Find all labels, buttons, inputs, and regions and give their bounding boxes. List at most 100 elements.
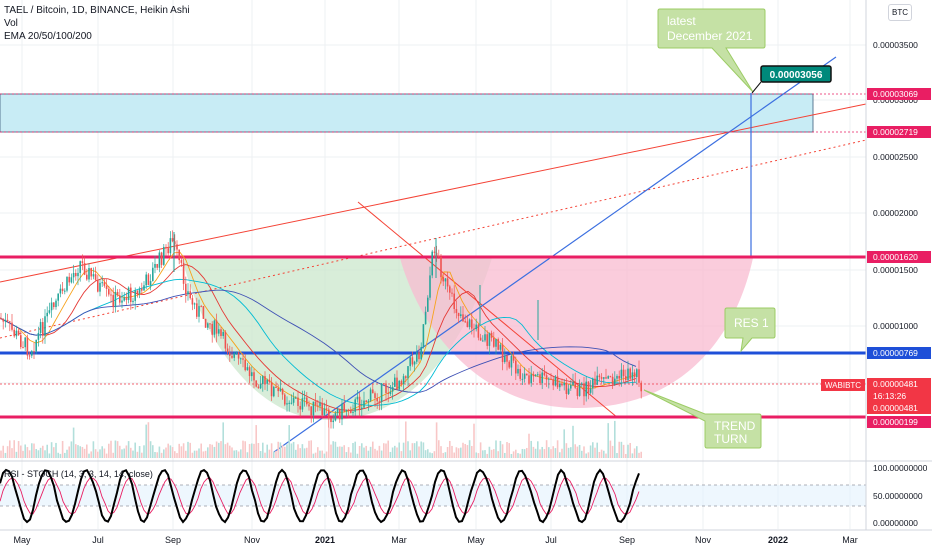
volume-bar [134,443,136,458]
volume-bar [590,445,592,458]
volume-bar [623,445,625,458]
volume-bar [640,452,642,458]
candle-body [440,257,442,277]
volume-bar [618,442,620,458]
candle-body [357,397,359,400]
rsi-axis[interactable]: 100.00000000 50.00000000 0.00000000 [873,463,928,528]
volume-bar [282,445,284,458]
time-tick: Nov [244,535,261,545]
candle-body [156,264,158,268]
volume-bar [425,450,427,458]
volume-bar [123,449,125,458]
candle-body [141,289,143,291]
volume-bar [359,446,361,458]
candle-body [502,345,504,362]
currency-badge[interactable]: BTC [888,4,912,21]
volume-bar [579,445,581,458]
candle-body [145,275,147,286]
volume-bar [143,445,145,458]
volume-bar [27,447,29,458]
candle-body [77,273,79,276]
candle-body [51,302,53,310]
volume-bar [473,424,475,458]
volume-bar [588,452,590,458]
candle-body [392,387,394,392]
candle-body [354,399,356,412]
volume-bar [335,442,337,458]
volume-bar [170,445,172,458]
volume-bar [365,446,367,458]
legend-ema[interactable]: EMA 20/50/100/200 [4,30,190,43]
rsi-tick: 0.00000000 [873,518,918,528]
candle-body [394,378,396,387]
volume-bar [629,443,631,458]
legend-symbol[interactable]: TAEL / Bitcoin, 1D, BINANCE, Heikin Ashi [4,4,190,17]
volume-bar [266,445,268,458]
volume-bar [495,440,497,458]
candle-body [57,293,59,300]
candle-body [18,331,20,335]
volume-bar [185,451,187,458]
symbol-tag: WABIBTC [825,381,861,390]
volume-bar [295,450,297,458]
volume-bar [104,449,106,458]
volume-bar [159,447,161,458]
volume-bar [299,448,301,458]
volume-bar [233,450,235,458]
candle-body [68,277,70,283]
volume-bar [156,452,158,458]
volume-bar [167,444,169,458]
candle-body [71,277,73,282]
candle-body [612,377,614,385]
candle-body [550,379,552,380]
candle-body [464,321,466,322]
candle-body [60,289,62,294]
candle-body [207,323,209,327]
candle-body [170,238,172,253]
volume-bar [363,448,365,458]
time-tick: May [13,535,31,545]
volume-bar [636,446,638,458]
candle-body [383,383,385,384]
volume-bar [62,441,64,458]
candle-body [625,376,627,380]
volume-bar [145,425,147,458]
volume-bar [139,446,141,458]
candle-body [339,409,341,419]
volume-bar [101,446,103,458]
candle-body [506,356,508,362]
candle-body [401,381,403,384]
volume-bar [183,443,185,458]
candle-body [629,369,631,379]
candle-body [115,292,117,307]
volume-bar [431,453,433,458]
candle-body [44,316,46,336]
candle-body [337,409,339,413]
volume-bar [71,441,73,458]
legend-vol[interactable]: Vol [4,17,190,30]
trend-turn-text-1: TREND [714,419,756,433]
volume-bar [438,440,440,458]
volume-bar [211,445,213,458]
volume-bar [326,452,328,458]
volume-bar [420,441,422,458]
candle-body [29,355,31,356]
volume-bar [625,454,627,458]
candle-body [16,331,18,337]
volume-bar [522,449,524,458]
volume-bar [515,450,517,458]
time-axis[interactable]: May Jul Sep Nov 2021 Mar May Jul Sep Nov 2022 Mar [13,535,857,545]
candle-body [478,325,480,338]
candle-body [519,369,521,379]
volume-bar [517,453,519,458]
candle-body [574,382,576,388]
candle-body [143,285,145,290]
volume-bar [244,441,246,458]
volume-bar [284,447,286,458]
candle-body [515,361,517,374]
candle-body [607,376,609,378]
candle-body [227,349,229,353]
volume-bar [396,447,398,458]
volume-bar [7,446,9,458]
